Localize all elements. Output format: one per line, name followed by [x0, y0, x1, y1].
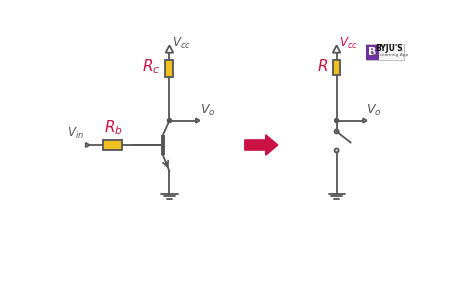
- Bar: [365, 44, 404, 60]
- Text: $V_{in}$: $V_{in}$: [67, 126, 84, 141]
- Bar: [103, 140, 122, 150]
- Text: BYJU'S: BYJU'S: [376, 44, 403, 53]
- Bar: [333, 60, 340, 75]
- Text: $V_{cc}$: $V_{cc}$: [172, 36, 191, 51]
- Bar: [366, 45, 379, 60]
- Text: The Learning App: The Learning App: [370, 53, 409, 57]
- Polygon shape: [245, 135, 278, 155]
- Circle shape: [335, 119, 338, 123]
- Text: $V_o$: $V_o$: [366, 103, 382, 118]
- Text: $V_{cc}$: $V_{cc}$: [339, 36, 358, 51]
- Text: B: B: [368, 47, 377, 57]
- Bar: [165, 60, 173, 77]
- Text: $R$: $R$: [317, 58, 328, 74]
- Text: $R_b$: $R_b$: [104, 118, 123, 137]
- Text: $R_c$: $R_c$: [142, 57, 160, 76]
- Circle shape: [167, 119, 172, 123]
- Text: $V_o$: $V_o$: [200, 103, 215, 118]
